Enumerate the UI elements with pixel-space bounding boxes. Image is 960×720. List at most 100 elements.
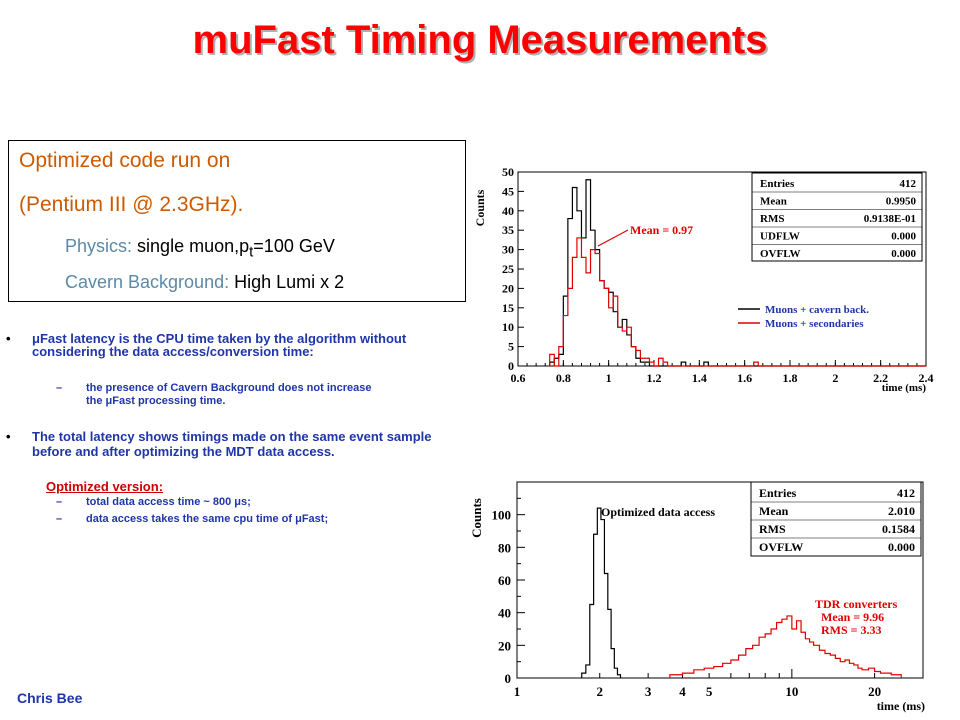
y-tick-label: 20 (498, 638, 511, 653)
y-axis-label: Counts (473, 189, 487, 226)
y-tick-label: 60 (498, 573, 511, 588)
page-title: muFast Timing Measurements (192, 18, 768, 62)
y-tick-label: 20 (502, 281, 514, 295)
y-tick-label: 50 (502, 165, 514, 179)
stats-label: Entries (759, 486, 797, 500)
stats-value: 0.9950 (886, 196, 917, 208)
info-line-1: Optimized code run on (19, 149, 231, 172)
stats-label: Entries (760, 178, 795, 190)
bullet-dot: • (6, 331, 11, 346)
mean-annotation-arrow (597, 229, 629, 247)
x-axis-label: time (ms) (882, 382, 927, 394)
x-tick-label: 5 (706, 684, 713, 699)
stats-value: 0.000 (888, 540, 915, 554)
y-tick-label: 0 (505, 671, 512, 686)
y-tick-label: 45 (502, 184, 514, 198)
author-footer: Chris Bee (17, 690, 83, 706)
histogram-series-2 (549, 237, 926, 367)
physics-value-sub: t (249, 243, 254, 261)
histogram-series-1 (581, 507, 622, 678)
optimized-annotation: Optimized data access (601, 505, 715, 519)
legend-entry: Muons + cavern back. (765, 304, 869, 316)
histogram-bottom: 1 2 3 4 5 10 20 0 20 40 60 80 100 Counts time (ms) O… (469, 481, 925, 713)
y-tick-label: 100 (492, 508, 512, 523)
tdr-annotation-mean: Mean = 9.96 (821, 610, 884, 624)
cavern-label: Cavern Background: (65, 272, 230, 292)
y-tick-label: 15 (502, 301, 514, 315)
bullet-latency: • μFast latency is the CPU time taken by… (6, 331, 442, 359)
cavern-value: High Lumi x 2 (234, 272, 345, 292)
tdr-annotation-title: TDR converters (815, 597, 898, 611)
y-tick-label: 0 (508, 359, 514, 373)
y-tick-label: 40 (498, 606, 511, 621)
legend-entry: Muons + secondaries (765, 318, 864, 330)
stats-value: 2.010 (888, 504, 915, 518)
stats-label: RMS (760, 213, 784, 225)
stats-value: 0.9138E-01 (864, 213, 916, 225)
tdr-annotation: TDR converters Mean = 9.96 RMS = 3.33 (815, 597, 898, 637)
physics-value: single muon,pt=100 GeV (137, 236, 335, 261)
bullet-total-latency: • The total latency shows timings made o… (6, 429, 442, 459)
x-tick-label: 2.2 (873, 371, 888, 385)
x-tick-label: 2 (832, 371, 838, 385)
x-tick-label: 0.8 (556, 371, 571, 385)
bullet-total-latency-text: The total latency shows timings made on … (32, 429, 432, 459)
y-tick-label: 10 (502, 320, 514, 334)
physics-line: Physics: single muon,pt=100 GeV (65, 236, 335, 261)
stats-label: OVFLW (760, 248, 801, 260)
histogram-top: 0.6 0.8 1 1.2 1.4 1.6 1.8 2 2.2 2.4 0 5 10 15 20 25 30 35… (473, 165, 934, 394)
stats-value: 0.000 (891, 231, 916, 243)
stats-label: OVFLW (759, 540, 803, 554)
sub-bullet-dash: – (56, 513, 63, 525)
x-tick-label: 1.4 (692, 371, 707, 385)
legend: Muons + cavern back. Muons + secondaries (738, 304, 869, 330)
mean-annotation: Mean = 0.97 (630, 223, 693, 237)
cavern-line: Cavern Background: High Lumi x 2 (65, 272, 344, 293)
x-tick-label: 4 (679, 684, 686, 699)
x-tick-label: 2 (596, 684, 603, 699)
y-axis-label: Counts (469, 498, 484, 538)
x-tick-label: 1 (514, 684, 521, 699)
x-tick-label: 10 (785, 684, 798, 699)
y-tick-label: 5 (508, 340, 514, 354)
x-tick-label: 1 (606, 371, 612, 385)
sub-bullet-cpu-time-text: data access takes the same cpu time of μ… (86, 513, 329, 525)
sub-bullet-total-time-text: total data access time ~ 800 μs; (86, 496, 251, 508)
stats-box: Entries 412 Mean 0.9950 RMS 0.9138E-01 UDFLW 0.… (751, 172, 923, 262)
stats-value: 0.000 (891, 248, 916, 260)
stats-label: UDFLW (760, 231, 800, 243)
y-tick-label: 25 (502, 262, 514, 276)
x-tick-label: 2.4 (919, 371, 934, 385)
physics-value-main: single muon,p (137, 236, 250, 256)
x-tick-label: 1.6 (737, 371, 752, 385)
bullet-dot: • (6, 429, 11, 444)
stats-box: Entries 412 Mean 2.010 RMS 0.1584 OVFLW 0.000 (750, 481, 922, 557)
optimized-version-label: Optimized version: (46, 479, 164, 494)
sub-bullet-dash: – (56, 496, 63, 508)
stats-value: 412 (900, 178, 917, 190)
config-info-box: Optimized code run on (Pentium III @ 2.3… (8, 140, 466, 302)
stats-label: Mean (759, 504, 789, 518)
stats-value: 0.1584 (882, 522, 915, 536)
x-tick-label: 0.6 (511, 371, 526, 385)
y-tick-label: 35 (502, 223, 514, 237)
x-tick-label: 1.2 (647, 371, 662, 385)
x-tick-label: 1.8 (783, 371, 798, 385)
sub-bullet-cavern-line2: the μFast processing time. (86, 395, 226, 407)
bullet-latency-text: μFast latency is the CPU time taken by t… (32, 331, 407, 359)
y-tick-label: 30 (502, 243, 514, 257)
stats-label: Mean (760, 196, 787, 208)
stats-value: 412 (897, 486, 915, 500)
x-axis-label: time (ms) (877, 699, 925, 713)
tdr-annotation-rms: RMS = 3.33 (821, 623, 882, 637)
histogram-series-2 (669, 615, 902, 678)
x-tick-label: 3 (645, 684, 652, 699)
info-line-2: (Pentium III @ 2.3GHz). (19, 193, 244, 216)
x-tick-label: 20 (868, 684, 881, 699)
physics-value-post: =100 GeV (253, 236, 335, 256)
stats-label: RMS (759, 522, 786, 536)
sub-bullet-cavern-line1: the presence of Cavern Background does n… (86, 382, 372, 394)
physics-label: Physics: (65, 236, 133, 256)
y-tick-label: 40 (502, 204, 514, 218)
y-tick-label: 80 (498, 540, 511, 555)
